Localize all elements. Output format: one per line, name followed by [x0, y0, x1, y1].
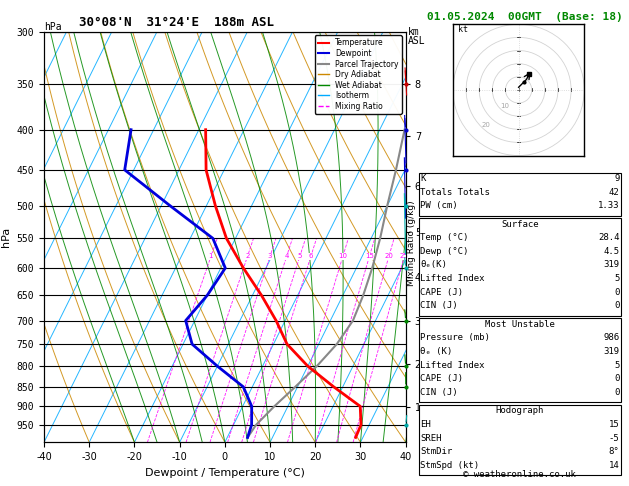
- Text: -5: -5: [609, 434, 620, 443]
- Text: © weatheronline.co.uk: © weatheronline.co.uk: [464, 469, 576, 479]
- Text: Hodograph: Hodograph: [496, 406, 544, 416]
- Text: 5: 5: [298, 254, 302, 260]
- Text: 9: 9: [614, 174, 620, 183]
- Text: 25: 25: [400, 254, 409, 260]
- Text: SREH: SREH: [420, 434, 442, 443]
- Text: 20: 20: [384, 254, 393, 260]
- Text: 0: 0: [614, 388, 620, 397]
- Text: PW (cm): PW (cm): [420, 201, 458, 210]
- Text: 20: 20: [482, 122, 491, 128]
- Text: 5: 5: [614, 274, 620, 283]
- Text: 319: 319: [603, 347, 620, 356]
- Text: 4: 4: [284, 254, 289, 260]
- Text: 3: 3: [268, 254, 272, 260]
- Text: Surface: Surface: [501, 220, 538, 229]
- Text: kt: kt: [459, 25, 468, 34]
- Text: 14: 14: [609, 461, 620, 470]
- X-axis label: Dewpoint / Temperature (°C): Dewpoint / Temperature (°C): [145, 468, 305, 478]
- Text: StmSpd (kt): StmSpd (kt): [420, 461, 479, 470]
- Text: 5: 5: [614, 361, 620, 370]
- Text: θₑ (K): θₑ (K): [420, 347, 452, 356]
- Text: 42: 42: [609, 188, 620, 197]
- Text: Totals Totals: Totals Totals: [420, 188, 490, 197]
- Text: 10: 10: [338, 254, 347, 260]
- Text: CAPE (J): CAPE (J): [420, 374, 463, 383]
- Text: Most Unstable: Most Unstable: [485, 320, 555, 329]
- Text: Mixing Ratio (g/kg): Mixing Ratio (g/kg): [408, 200, 416, 286]
- Text: 1: 1: [209, 254, 213, 260]
- Text: Pressure (mb): Pressure (mb): [420, 333, 490, 343]
- Text: Dewp (°C): Dewp (°C): [420, 247, 469, 256]
- Text: 1.33: 1.33: [598, 201, 620, 210]
- Text: Lifted Index: Lifted Index: [420, 361, 485, 370]
- Text: 10: 10: [500, 104, 509, 109]
- Text: CIN (J): CIN (J): [420, 301, 458, 311]
- Text: θₑ(K): θₑ(K): [420, 260, 447, 270]
- Text: StmDir: StmDir: [420, 447, 452, 456]
- Text: CAPE (J): CAPE (J): [420, 288, 463, 297]
- Text: 4.5: 4.5: [603, 247, 620, 256]
- Text: Lifted Index: Lifted Index: [420, 274, 485, 283]
- Text: ASL: ASL: [408, 36, 425, 47]
- Text: 2: 2: [245, 254, 250, 260]
- Text: 986: 986: [603, 333, 620, 343]
- Text: 15: 15: [609, 420, 620, 429]
- Y-axis label: hPa: hPa: [1, 227, 11, 247]
- Text: 6: 6: [309, 254, 313, 260]
- Text: Temp (°C): Temp (°C): [420, 233, 469, 243]
- Text: km: km: [408, 27, 420, 37]
- Text: 0: 0: [614, 288, 620, 297]
- Text: 319: 319: [603, 260, 620, 270]
- Text: 28.4: 28.4: [598, 233, 620, 243]
- Text: 0: 0: [614, 301, 620, 311]
- Legend: Temperature, Dewpoint, Parcel Trajectory, Dry Adiabat, Wet Adiabat, Isotherm, Mi: Temperature, Dewpoint, Parcel Trajectory…: [314, 35, 402, 114]
- Text: 01.05.2024  00GMT  (Base: 18): 01.05.2024 00GMT (Base: 18): [427, 12, 623, 22]
- Text: 30°08'N  31°24'E  188m ASL: 30°08'N 31°24'E 188m ASL: [79, 16, 274, 29]
- Text: 15: 15: [365, 254, 374, 260]
- Text: K: K: [420, 174, 426, 183]
- Text: CIN (J): CIN (J): [420, 388, 458, 397]
- Text: 8°: 8°: [609, 447, 620, 456]
- Text: hPa: hPa: [44, 22, 62, 32]
- Text: EH: EH: [420, 420, 431, 429]
- Text: 0: 0: [614, 374, 620, 383]
